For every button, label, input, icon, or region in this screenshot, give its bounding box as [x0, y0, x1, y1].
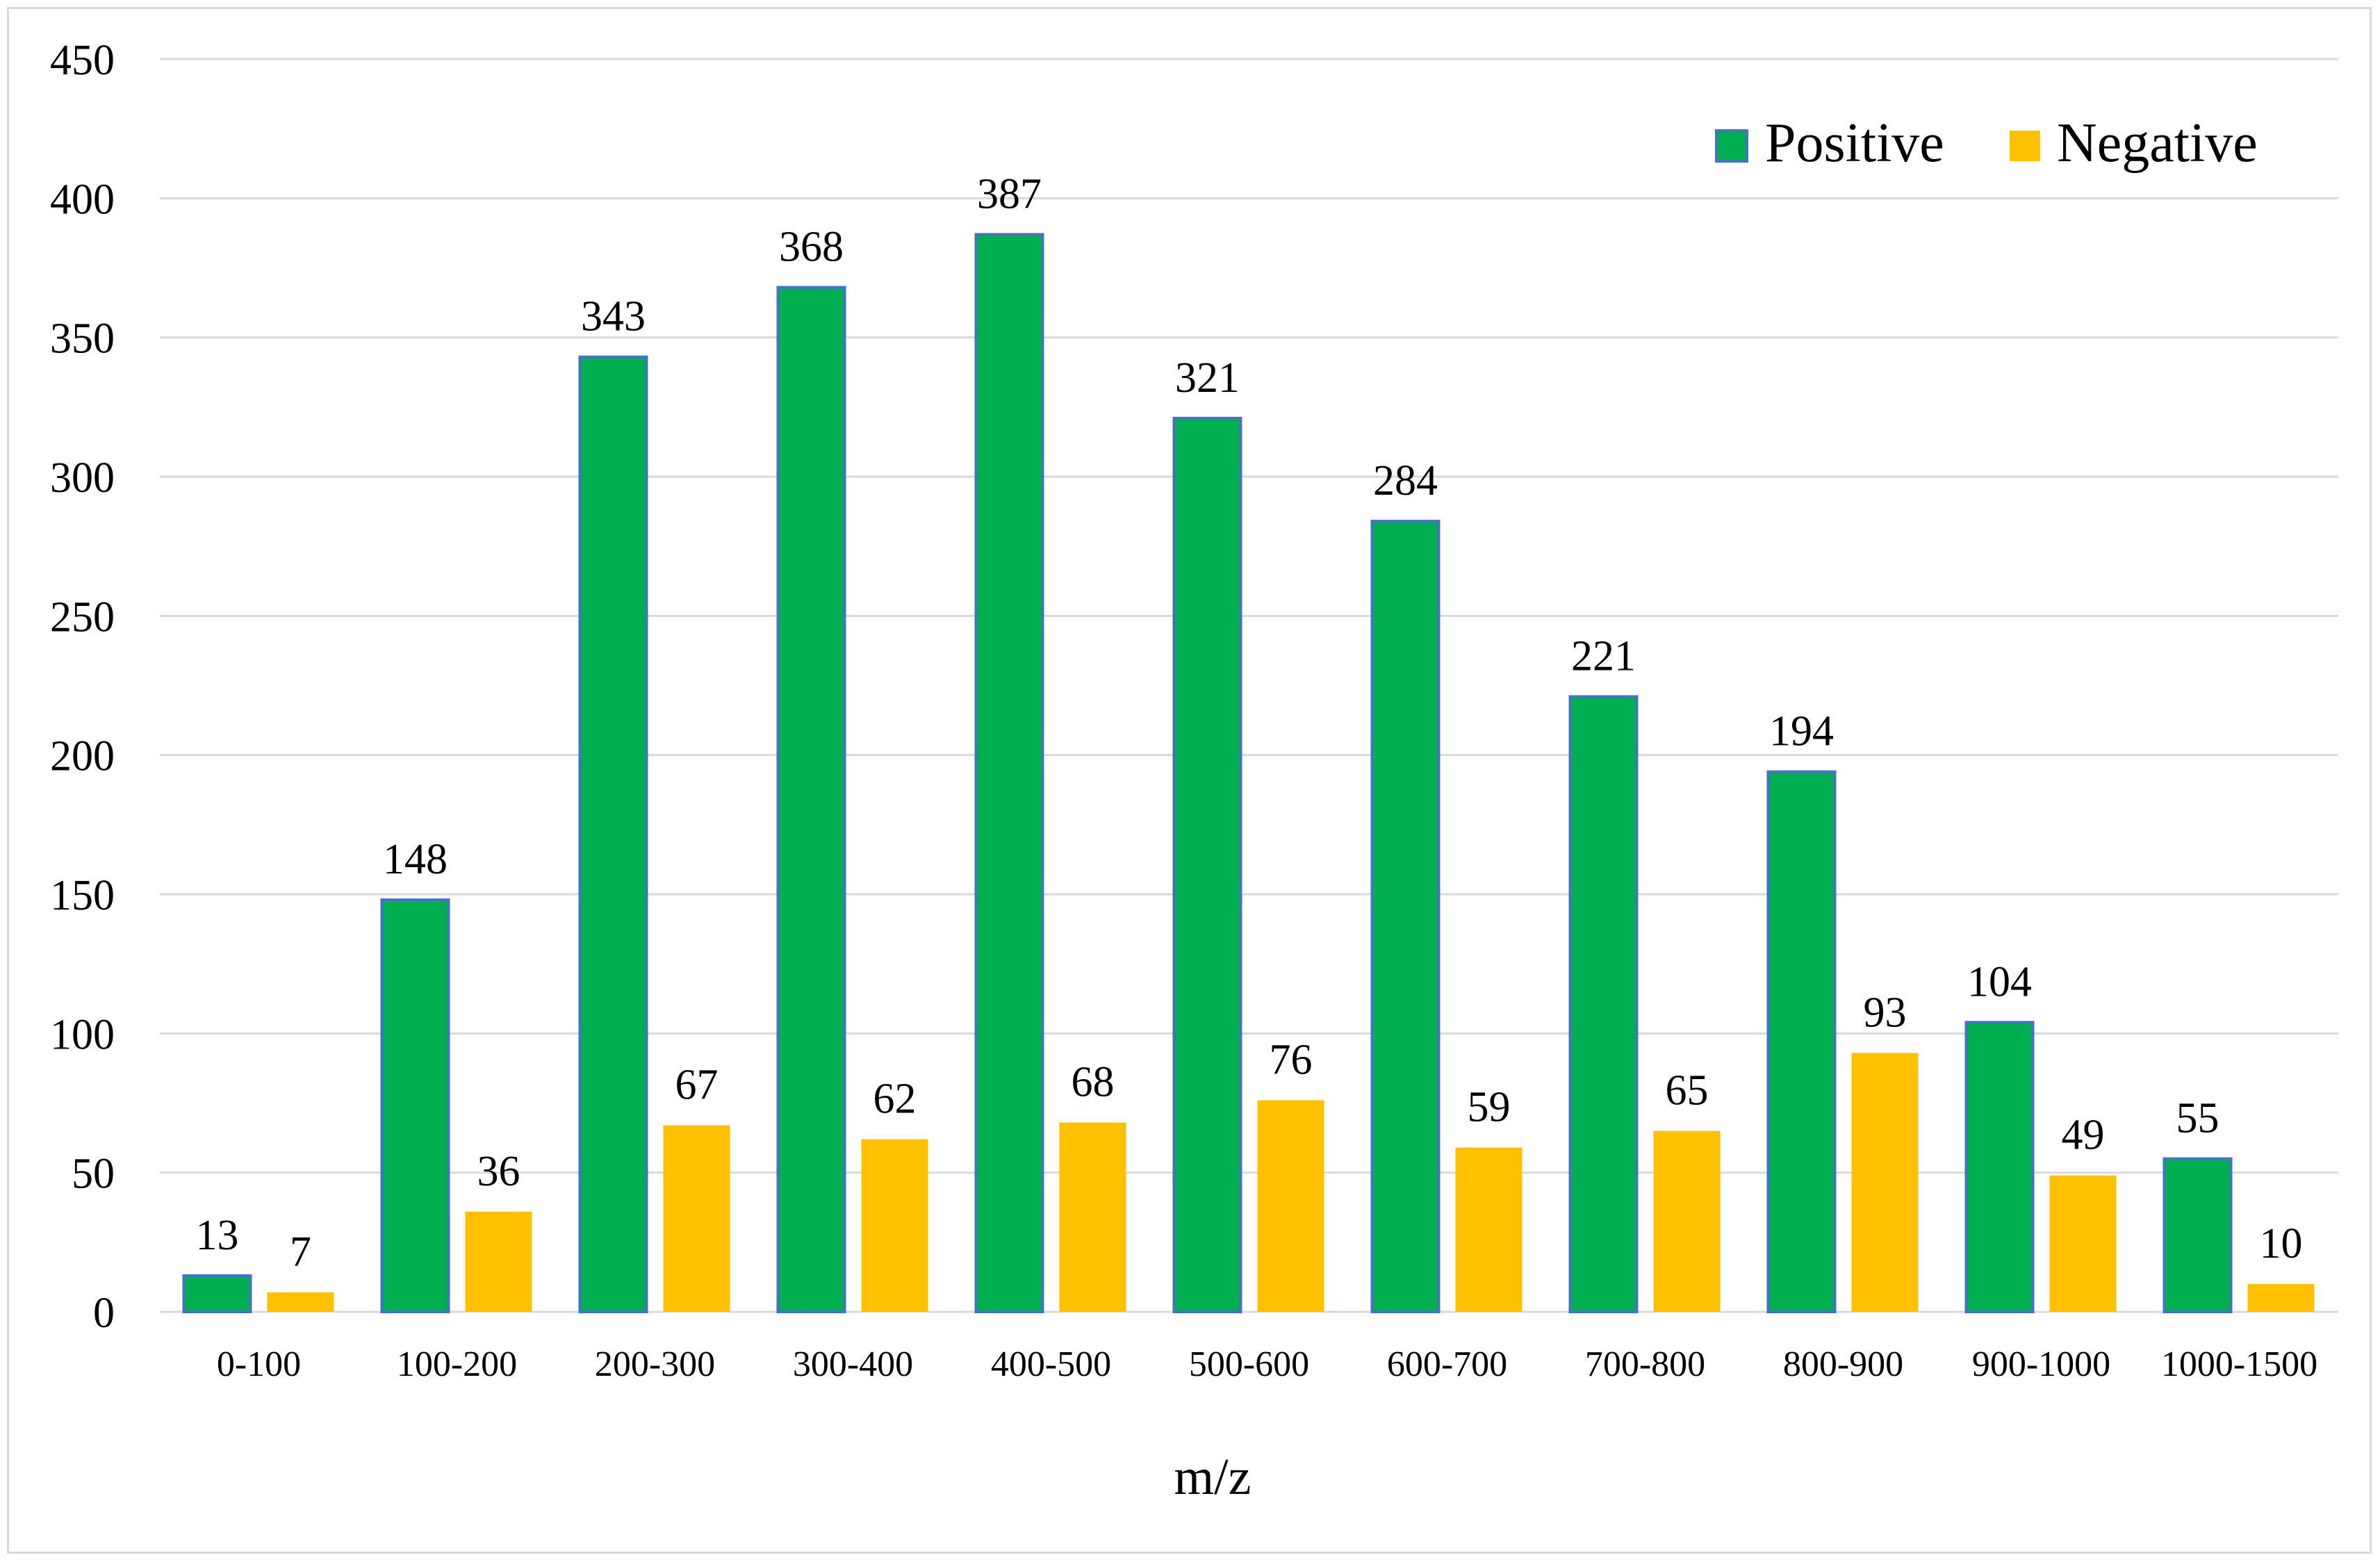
negative-data-label: 93: [1864, 989, 1907, 1036]
negative-bar: [1257, 1100, 1324, 1312]
positive-data-label: 104: [1967, 958, 2032, 1005]
positive-data-label: 221: [1571, 633, 1636, 680]
positive-data-label: 368: [779, 224, 844, 271]
negative-data-label: 10: [2260, 1220, 2303, 1267]
negative-data-label: 36: [477, 1148, 520, 1195]
negative-bar: [465, 1211, 532, 1312]
positive-data-label: 55: [2176, 1095, 2219, 1142]
positive-bar: [776, 286, 846, 1314]
x-tick-label: 300-400: [793, 1345, 913, 1384]
positive-data-label: 13: [196, 1212, 239, 1259]
negative-data-label: 7: [290, 1228, 311, 1276]
positive-data-label: 321: [1175, 354, 1240, 402]
positive-data-label: 343: [581, 293, 646, 340]
positive-bar: [1964, 1021, 2035, 1313]
positive-bar: [1370, 520, 1441, 1313]
x-tick-label: 800-900: [1783, 1345, 1903, 1384]
x-tick-label: 500-600: [1189, 1345, 1309, 1384]
positive-bar: [1172, 416, 1242, 1313]
negative-bar: [267, 1292, 334, 1312]
negative-data-label: 49: [2062, 1112, 2105, 1159]
negative-bar: [1851, 1053, 1919, 1312]
legend: Positive Negative: [1715, 113, 2258, 174]
y-tick-label: 400: [50, 176, 115, 223]
y-tick-label: 50: [72, 1151, 115, 1198]
positive-legend-swatch: [1715, 129, 1748, 163]
x-axis-ticks: 0-100 100-200 200-300 300-400 400-500 500-600…: [217, 1345, 2317, 1384]
y-tick-label: 200: [50, 733, 115, 780]
positive-bar: [182, 1274, 252, 1313]
negative-legend-label: Negative: [2057, 113, 2258, 174]
y-tick-label: 450: [50, 37, 115, 84]
x-tick-label: 700-800: [1585, 1345, 1705, 1384]
bars: [182, 233, 2315, 1314]
negative-bar: [2049, 1175, 2117, 1312]
negative-bar: [861, 1139, 928, 1312]
negative-bar: [1653, 1131, 1721, 1312]
negative-bar: [2247, 1283, 2315, 1312]
y-tick-label: 150: [50, 872, 115, 919]
y-tick-label: 0: [93, 1290, 115, 1337]
x-tick-label: 0-100: [217, 1345, 301, 1384]
positive-bar: [1568, 695, 1639, 1313]
x-tick-label: 900-1000: [1972, 1345, 2110, 1384]
x-tick-label: 100-200: [397, 1345, 517, 1384]
negative-legend-swatch: [2010, 131, 2040, 161]
positive-bar: [578, 355, 648, 1313]
negative-bar: [1059, 1122, 1126, 1312]
positive-data-label: 387: [977, 170, 1042, 217]
negative-data-label: 62: [873, 1076, 917, 1123]
negative-bar: [1455, 1147, 1523, 1312]
y-tick-label: 300: [50, 454, 115, 502]
positive-bar: [2162, 1157, 2233, 1313]
x-axis-title: m/z: [1174, 1449, 1251, 1506]
x-tick-label: 600-700: [1387, 1345, 1507, 1384]
x-tick-label: 400-500: [991, 1345, 1111, 1384]
positive-data-label: 148: [383, 836, 448, 883]
positive-bar: [974, 233, 1044, 1313]
negative-data-label: 68: [1072, 1059, 1115, 1106]
positive-data-label: 284: [1373, 457, 1438, 504]
y-tick-label: 350: [50, 315, 115, 363]
positive-data-label: 194: [1769, 708, 1834, 755]
data-labels: 13 7 148 36 343 67 368 62 387 68 321 76 284 59 221 65 19…: [196, 170, 2303, 1276]
positive-bar: [1766, 770, 1837, 1313]
y-tick-label: 250: [50, 593, 115, 641]
positive-bar: [380, 898, 450, 1313]
negative-data-label: 65: [1666, 1067, 1709, 1115]
y-tick-label: 100: [50, 1011, 115, 1058]
x-tick-label: 1000-1500: [2161, 1345, 2317, 1384]
negative-data-label: 67: [675, 1062, 719, 1109]
negative-data-label: 59: [1468, 1084, 1511, 1131]
positive-legend-label: Positive: [1765, 113, 1944, 174]
y-axis-ticks: 0 50 100 150 200 250 300 350 400 450: [50, 37, 115, 1337]
x-tick-label: 200-300: [595, 1345, 715, 1384]
negative-bar: [663, 1125, 730, 1312]
negative-data-label: 76: [1270, 1036, 1313, 1083]
